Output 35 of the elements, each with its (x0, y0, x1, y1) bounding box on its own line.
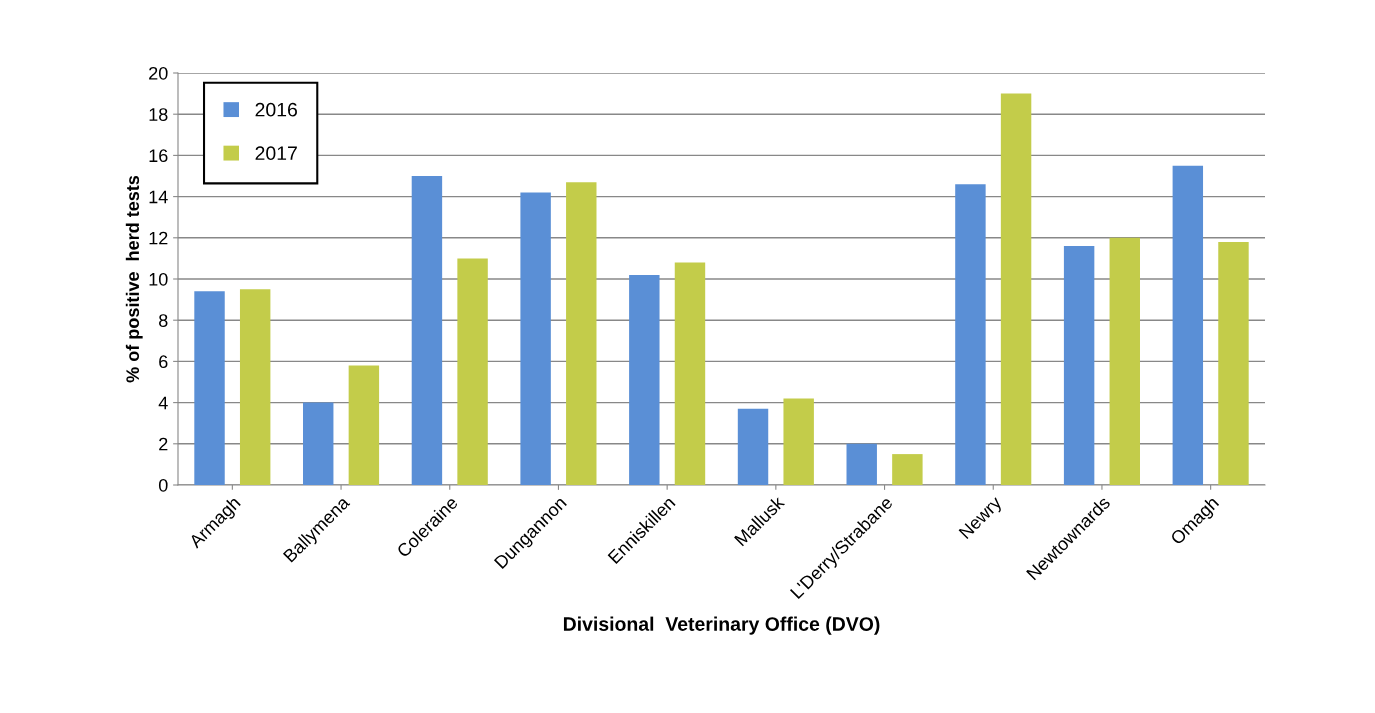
y-axis-title: % of positive herd tests (125, 175, 143, 383)
bar (737, 408, 769, 485)
bar (783, 398, 814, 485)
bar (194, 291, 225, 485)
bar (674, 262, 706, 485)
y-tick-label: 18 (149, 108, 168, 121)
bar (520, 192, 551, 485)
y-tick-label: 12 (149, 231, 168, 245)
y-tick-label: 10 (149, 272, 168, 286)
bar (629, 274, 660, 485)
bar (955, 184, 986, 485)
bar (303, 402, 334, 485)
y-tick-label: 20 (149, 66, 168, 80)
bar (566, 182, 597, 485)
y-tick-label: 0 (158, 478, 168, 492)
bar (411, 176, 443, 485)
y-tick-label: 4 (158, 396, 168, 410)
bar (846, 443, 877, 485)
y-tick-label: 8 (159, 314, 168, 327)
x-axis-title: Divisional Veterinary Office (DVO) (563, 616, 880, 635)
y-tick-label: 14 (149, 190, 168, 204)
legend-label: 2016 (255, 102, 297, 117)
bar (1000, 93, 1032, 485)
bar (1218, 241, 1249, 485)
bar (239, 289, 271, 485)
y-tick-label: 6 (159, 355, 168, 369)
bar (1172, 165, 1204, 485)
bar (1109, 237, 1140, 485)
bar (892, 454, 923, 485)
bar (1063, 246, 1095, 485)
y-tick-label: 16 (149, 149, 168, 163)
bar (348, 365, 380, 485)
y-tick-label: 2 (159, 437, 168, 451)
legend-label: 2017 (255, 146, 297, 161)
bar (457, 258, 488, 485)
